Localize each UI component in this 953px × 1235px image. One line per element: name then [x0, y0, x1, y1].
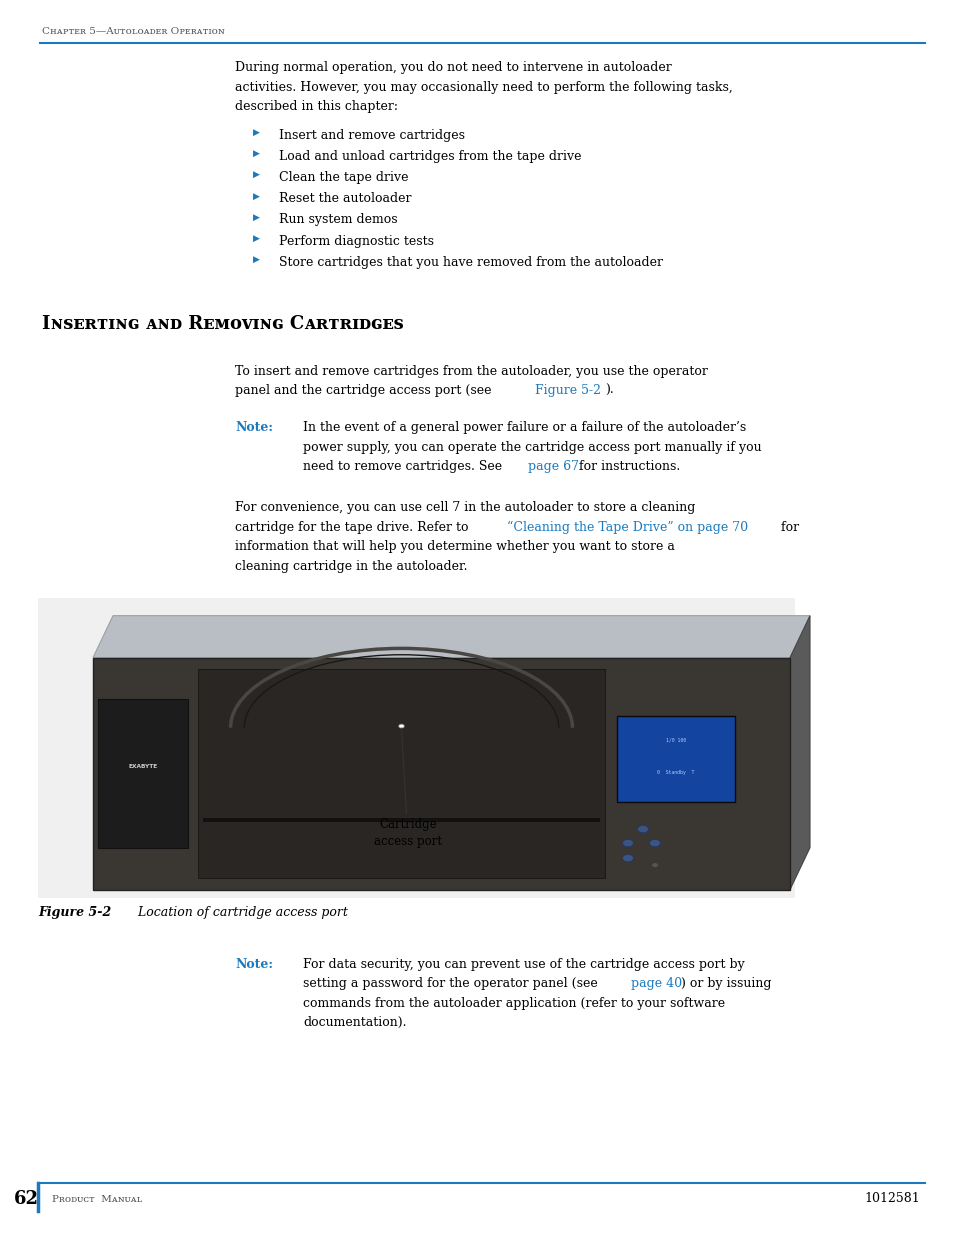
Text: for: for: [776, 521, 799, 534]
Text: ▶: ▶: [253, 254, 259, 263]
Text: ).: ).: [604, 384, 613, 398]
Ellipse shape: [398, 724, 404, 729]
Text: Figure 5-2: Figure 5-2: [38, 905, 112, 919]
Text: Clean the tape drive: Clean the tape drive: [278, 172, 408, 184]
Bar: [92, 658, 789, 889]
Text: Figure 5-2: Figure 5-2: [535, 384, 600, 398]
Bar: [38, 598, 794, 898]
Text: 0  Standby  T: 0 Standby T: [657, 769, 694, 774]
Text: To insert and remove cartridges from the autoloader, you use the operator: To insert and remove cartridges from the…: [234, 364, 707, 378]
Text: information that will help you determine whether you want to store a: information that will help you determine…: [234, 540, 674, 553]
Text: documentation).: documentation).: [303, 1016, 406, 1029]
Text: need to remove cartridges. See: need to remove cartridges. See: [303, 461, 506, 473]
Ellipse shape: [622, 840, 633, 847]
Text: Store cartridges that you have removed from the autoloader: Store cartridges that you have removed f…: [278, 256, 662, 268]
Text: Iɴѕᴇʀᴛɪɴɢ ᴀɴᴅ Rᴇᴍᴏᴠɪɴɢ Cᴀʀᴛʀɪᴅɢᴇѕ: Iɴѕᴇʀᴛɪɴɢ ᴀɴᴅ Rᴇᴍᴏᴠɪɴɢ Cᴀʀᴛʀɪᴅɢᴇѕ: [42, 315, 403, 332]
Text: Note:: Note:: [234, 957, 273, 971]
Text: 1012581: 1012581: [863, 1193, 919, 1205]
Text: page 67: page 67: [527, 461, 578, 473]
Text: For data security, you can prevent use of the cartridge access port by: For data security, you can prevent use o…: [303, 957, 744, 971]
Text: Reset the autoloader: Reset the autoloader: [278, 193, 411, 205]
Text: Cartridge: Cartridge: [379, 818, 436, 831]
Text: Location of cartridge access port: Location of cartridge access port: [126, 905, 348, 919]
Text: cartridge for the tape drive. Refer to: cartridge for the tape drive. Refer to: [234, 521, 472, 534]
Bar: [203, 818, 599, 821]
Text: ) or by issuing: ) or by issuing: [680, 977, 771, 990]
Text: ▶: ▶: [253, 212, 259, 221]
Text: cleaning cartridge in the autoloader.: cleaning cartridge in the autoloader.: [234, 559, 467, 573]
Text: commands from the autoloader application (refer to your software: commands from the autoloader application…: [303, 997, 724, 1010]
Text: ▶: ▶: [253, 191, 259, 200]
Text: ▶: ▶: [253, 149, 259, 158]
Text: Cʜᴀᴘᴛᴇʀ 5—Aᴜᴛᴏʟᴏᴀᴅᴇʀ Oᴘᴇʀᴀᴛɪᴏɴ: Cʜᴀᴘᴛᴇʀ 5—Aᴜᴛᴏʟᴏᴀᴅᴇʀ Oᴘᴇʀᴀᴛɪᴏɴ: [42, 27, 225, 36]
Text: described in this chapter:: described in this chapter:: [234, 100, 397, 112]
Bar: [617, 715, 734, 802]
Ellipse shape: [651, 863, 658, 867]
Bar: [98, 699, 188, 848]
Text: power supply, you can operate the cartridge access port manually if you: power supply, you can operate the cartri…: [303, 441, 760, 453]
Text: activities. However, you may occasionally need to perform the following tasks,: activities. However, you may occasionall…: [234, 80, 732, 94]
Text: Run system demos: Run system demos: [278, 214, 397, 226]
Text: access port: access port: [375, 835, 442, 848]
Text: ▶: ▶: [253, 170, 259, 179]
Text: 1/0 100: 1/0 100: [665, 737, 685, 742]
Ellipse shape: [622, 855, 633, 862]
Text: Load and unload cartridges from the tape drive: Load and unload cartridges from the tape…: [278, 151, 581, 163]
Bar: [198, 669, 604, 878]
Text: page 40: page 40: [630, 977, 681, 990]
Text: for instructions.: for instructions.: [578, 461, 679, 473]
Text: ▶: ▶: [253, 233, 259, 242]
Text: Note:: Note:: [234, 421, 273, 435]
Ellipse shape: [649, 840, 659, 847]
Ellipse shape: [637, 825, 648, 832]
Text: panel and the cartridge access port (see: panel and the cartridge access port (see: [234, 384, 495, 398]
Text: Perform diagnostic tests: Perform diagnostic tests: [278, 235, 434, 247]
Text: EXABYTE: EXABYTE: [129, 763, 157, 768]
Text: 62: 62: [14, 1191, 39, 1208]
Polygon shape: [92, 616, 809, 658]
Text: In the event of a general power failure or a failure of the autoloader’s: In the event of a general power failure …: [303, 421, 745, 435]
Text: “Cleaning the Tape Drive” on page 70: “Cleaning the Tape Drive” on page 70: [506, 521, 747, 534]
Text: During normal operation, you do not need to intervene in autoloader: During normal operation, you do not need…: [234, 61, 671, 74]
Polygon shape: [789, 616, 809, 889]
Text: Pʀᴏᴅᴜᴄᴛ  Mᴀɴᴜᴀʟ: Pʀᴏᴅᴜᴄᴛ Mᴀɴᴜᴀʟ: [52, 1194, 142, 1203]
Text: setting a password for the operator panel (see: setting a password for the operator pane…: [303, 977, 601, 990]
Text: Insert and remove cartridges: Insert and remove cartridges: [278, 130, 464, 142]
Text: ▶: ▶: [253, 128, 259, 137]
Text: For convenience, you can use cell 7 in the autoloader to store a cleaning: For convenience, you can use cell 7 in t…: [234, 501, 695, 514]
